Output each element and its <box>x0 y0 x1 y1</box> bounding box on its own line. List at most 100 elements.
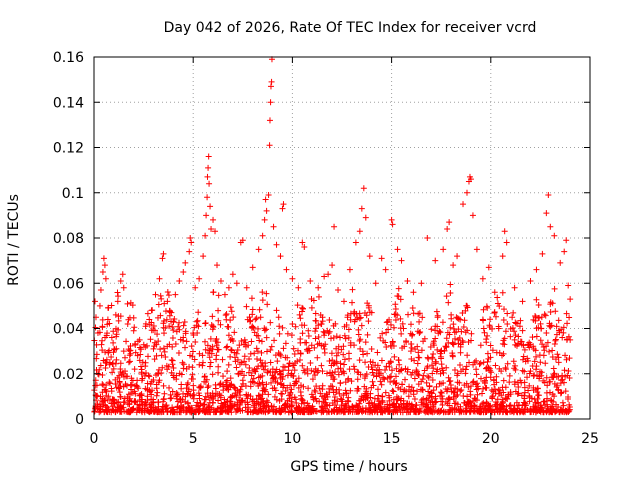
data-point <box>412 346 419 353</box>
data-point <box>112 311 119 318</box>
data-point <box>423 401 430 408</box>
data-point <box>228 346 234 353</box>
data-point <box>196 350 203 357</box>
data-point <box>434 346 441 353</box>
data-point <box>438 355 445 362</box>
data-point <box>298 322 305 329</box>
data-point <box>512 366 519 373</box>
data-point <box>566 404 573 411</box>
data-point <box>131 324 138 331</box>
data-point <box>214 339 221 346</box>
data-point <box>224 343 231 350</box>
data-point <box>100 255 107 262</box>
data-point <box>287 389 294 396</box>
data-point <box>352 239 359 246</box>
data-point <box>144 386 151 393</box>
data-point <box>481 377 488 384</box>
data-point <box>276 323 283 330</box>
data-point <box>319 368 326 375</box>
data-point <box>336 406 343 413</box>
data-point <box>213 356 220 363</box>
data-point <box>562 373 569 380</box>
data-point <box>234 346 241 353</box>
data-point <box>115 293 122 300</box>
data-point <box>386 363 393 370</box>
data-point <box>115 317 122 324</box>
data-point <box>367 390 374 397</box>
data-point <box>189 353 196 360</box>
data-point <box>169 388 176 395</box>
data-points <box>91 56 574 416</box>
data-point <box>183 385 190 392</box>
data-point <box>447 381 454 388</box>
data-point <box>224 398 231 405</box>
data-point <box>364 350 371 357</box>
data-point <box>445 409 452 416</box>
data-point <box>433 383 440 390</box>
data-point <box>161 390 168 397</box>
data-point <box>318 321 325 328</box>
data-point <box>207 392 214 399</box>
data-point <box>486 403 493 410</box>
data-point <box>533 366 540 373</box>
data-point <box>410 310 417 317</box>
data-point <box>114 407 121 414</box>
data-point <box>520 342 527 349</box>
data-point <box>385 392 392 399</box>
data-point <box>551 380 558 387</box>
data-point <box>150 322 157 329</box>
data-point <box>124 393 131 400</box>
data-point <box>365 400 372 407</box>
data-point <box>492 390 499 397</box>
data-point <box>552 356 559 363</box>
data-point <box>253 315 260 322</box>
data-point <box>207 408 214 415</box>
data-point <box>206 399 213 406</box>
data-point <box>535 301 542 308</box>
data-point <box>488 387 495 394</box>
data-point <box>155 366 162 373</box>
data-point <box>293 399 300 406</box>
data-point <box>102 387 109 394</box>
data-point <box>315 284 322 291</box>
data-point <box>527 409 534 416</box>
data-point <box>321 273 328 280</box>
data-point <box>300 409 307 416</box>
data-point <box>120 348 127 355</box>
data-point <box>481 329 488 336</box>
data-point <box>473 366 480 373</box>
data-point <box>308 367 315 374</box>
data-point <box>414 388 421 395</box>
data-point <box>320 398 327 405</box>
data-point <box>126 401 133 408</box>
data-point <box>365 302 372 309</box>
data-point <box>483 339 490 346</box>
data-point <box>549 403 556 410</box>
data-point <box>463 402 470 409</box>
data-point <box>311 368 318 375</box>
data-point <box>445 395 452 402</box>
data-point <box>99 337 106 344</box>
data-point <box>182 409 189 416</box>
data-point <box>506 372 513 379</box>
data-point <box>159 255 166 262</box>
data-point <box>392 403 399 410</box>
data-point <box>221 291 228 298</box>
data-point <box>342 335 349 342</box>
data-point <box>446 402 453 409</box>
data-point <box>542 312 549 319</box>
data-point <box>217 394 224 401</box>
data-point <box>373 373 380 380</box>
data-point <box>286 392 293 399</box>
data-point <box>110 328 117 335</box>
data-point <box>436 380 443 387</box>
data-point <box>148 327 155 334</box>
data-point <box>291 394 298 401</box>
data-point <box>504 321 511 328</box>
data-point <box>311 387 318 394</box>
data-point <box>392 316 399 323</box>
data-point <box>491 309 498 316</box>
data-point <box>170 408 177 415</box>
data-point <box>408 402 415 409</box>
data-point <box>385 326 392 333</box>
